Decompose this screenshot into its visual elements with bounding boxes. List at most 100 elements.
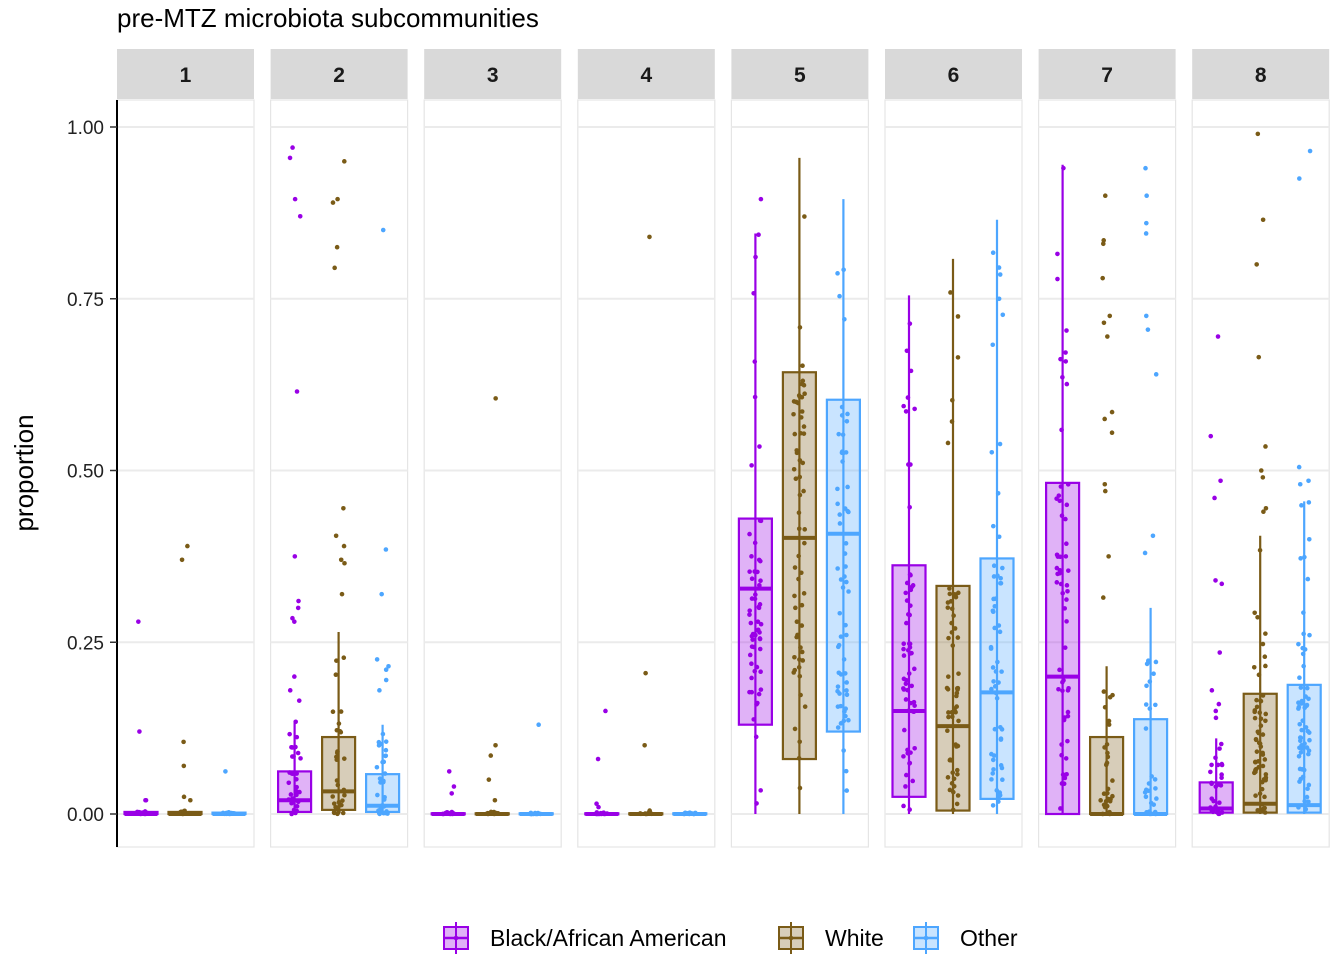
data-point [333,804,338,810]
data-point [905,687,910,693]
data-point [290,771,296,776]
facet-strip [270,49,408,99]
data-point [1257,547,1263,553]
data-point [797,325,803,330]
outlier-point [1100,241,1106,247]
data-point [835,684,841,689]
data-point [990,608,996,614]
outlier-point [603,708,608,714]
outlier-point [1145,327,1151,332]
data-point [1064,541,1069,547]
data-point [990,523,996,529]
outlier-point [294,389,300,394]
data-point [901,803,906,809]
data-point [791,411,796,417]
data-point [990,342,996,348]
data-point [1060,688,1065,694]
data-point [1102,704,1108,710]
data-point [904,348,910,354]
data-point [950,643,956,648]
facet-strip [424,49,562,99]
outlier-point [287,155,293,161]
outlier-point [1217,650,1223,655]
outlier-point [332,265,337,271]
data-point [751,644,757,650]
facet-strip-label: 1 [180,64,192,87]
data-point [844,788,850,793]
outlier-point [377,688,382,693]
data-point [1260,763,1266,769]
outlier-point [333,533,339,539]
data-point [1258,698,1264,704]
data-point [906,671,912,676]
data-point [341,787,347,793]
data-point [754,801,759,806]
data-point [796,510,802,516]
data-point [792,593,797,599]
data-point [289,745,295,750]
data-point [1304,685,1310,691]
outlier-point [647,808,652,813]
box-6-1 [935,258,971,814]
facet-panel-3: 3 [423,49,562,848]
data-point [755,700,760,706]
data-point [293,719,298,725]
data-point [950,398,955,403]
outlier-point [1297,481,1303,487]
data-point [1303,694,1309,699]
data-point [843,768,849,774]
data-point [950,714,955,719]
data-point [1257,710,1263,715]
data-point [752,540,758,546]
data-point [181,810,187,815]
data-point [758,621,764,627]
outlier-point [1213,715,1219,721]
data-point [912,406,917,412]
data-point [1297,721,1303,727]
facet-strip-label: 3 [487,64,499,87]
data-point [1254,704,1260,710]
data-point [992,625,997,631]
data-point [995,573,1000,578]
outlier-point [1218,478,1223,484]
data-point [996,799,1001,804]
data-point [1306,782,1312,788]
data-point [797,492,803,498]
data-point [908,603,913,608]
data-point [801,488,806,494]
data-point [797,739,803,745]
outlier-point [1296,464,1302,470]
data-point [1299,746,1305,751]
chart-title: pre-MTZ microbiota subcommunities [117,3,539,33]
data-point [792,726,798,732]
data-point [1144,683,1149,689]
data-point [1143,794,1149,800]
data-point [334,754,339,760]
data-point [1061,165,1066,171]
data-point [376,739,382,745]
data-point [1299,503,1304,508]
data-point [383,739,389,744]
data-point [1055,251,1060,257]
data-point [747,652,753,658]
data-point [949,781,955,786]
data-point [908,750,913,755]
data-point [901,653,907,658]
data-point [903,677,909,683]
legend-label: Black/African American [490,925,726,951]
data-point [908,700,914,706]
outlier-point [292,196,298,202]
data-point [294,776,299,782]
outlier-point [1101,238,1107,243]
data-point [952,708,958,714]
legend-point [453,935,459,941]
box-7-0 [1044,164,1081,816]
legend-key-1: White [778,922,884,954]
data-point [956,718,961,724]
outlier-point [185,543,190,549]
box-3-1 [474,396,510,817]
outlier-point [1208,433,1214,439]
data-point [989,777,994,782]
data-point [908,368,914,374]
